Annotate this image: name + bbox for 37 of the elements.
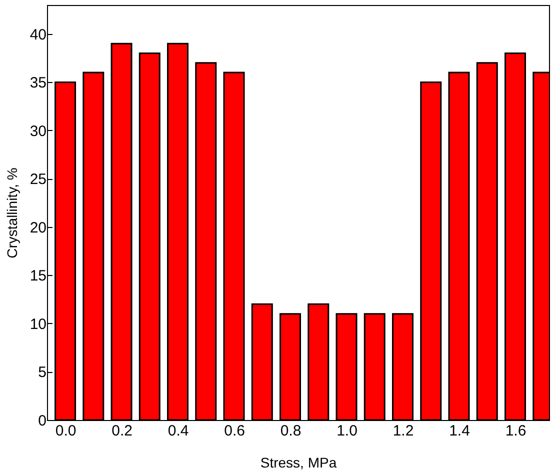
x-tick-label: 1.6 bbox=[505, 422, 526, 440]
bar bbox=[82, 72, 104, 420]
x-axis-title: Stress, MPa bbox=[260, 454, 337, 470]
y-tick-label: 15 bbox=[30, 268, 46, 285]
bar bbox=[420, 81, 442, 420]
y-tick-label: 30 bbox=[30, 122, 46, 140]
x-tick-label: 0.4 bbox=[168, 422, 189, 440]
x-tick-label: 0.6 bbox=[224, 422, 245, 440]
bar bbox=[195, 62, 217, 420]
x-tick-label: 0.8 bbox=[280, 422, 302, 440]
bar bbox=[54, 81, 76, 420]
y-tick-label: 25 bbox=[30, 171, 46, 188]
x-tick-label: 1.4 bbox=[449, 422, 470, 440]
y-tick-label: 0 bbox=[38, 412, 46, 430]
bar bbox=[280, 313, 302, 420]
bar bbox=[223, 72, 245, 420]
x-tick-label: 0.0 bbox=[55, 422, 76, 440]
bar bbox=[476, 62, 498, 420]
bar bbox=[167, 42, 189, 420]
bar bbox=[448, 72, 470, 420]
y-tick-label: 5 bbox=[38, 364, 46, 382]
x-tick-label: 1.2 bbox=[392, 422, 414, 440]
y-axis-title: Crystallinity, % bbox=[4, 168, 20, 258]
bar bbox=[308, 303, 330, 420]
bar bbox=[138, 52, 160, 420]
bar bbox=[392, 313, 414, 420]
x-tick-label: 0.2 bbox=[112, 422, 132, 440]
bar bbox=[336, 313, 358, 420]
bar bbox=[504, 52, 526, 420]
x-tick-label: 1.0 bbox=[336, 422, 358, 440]
y-tick-label: 40 bbox=[30, 26, 46, 44]
y-tick-label: 35 bbox=[30, 74, 46, 92]
y-tick-label: 10 bbox=[30, 316, 46, 333]
bar bbox=[110, 42, 132, 420]
bar bbox=[364, 313, 386, 420]
bar bbox=[251, 303, 273, 420]
y-tick-label: 20 bbox=[30, 219, 46, 236]
